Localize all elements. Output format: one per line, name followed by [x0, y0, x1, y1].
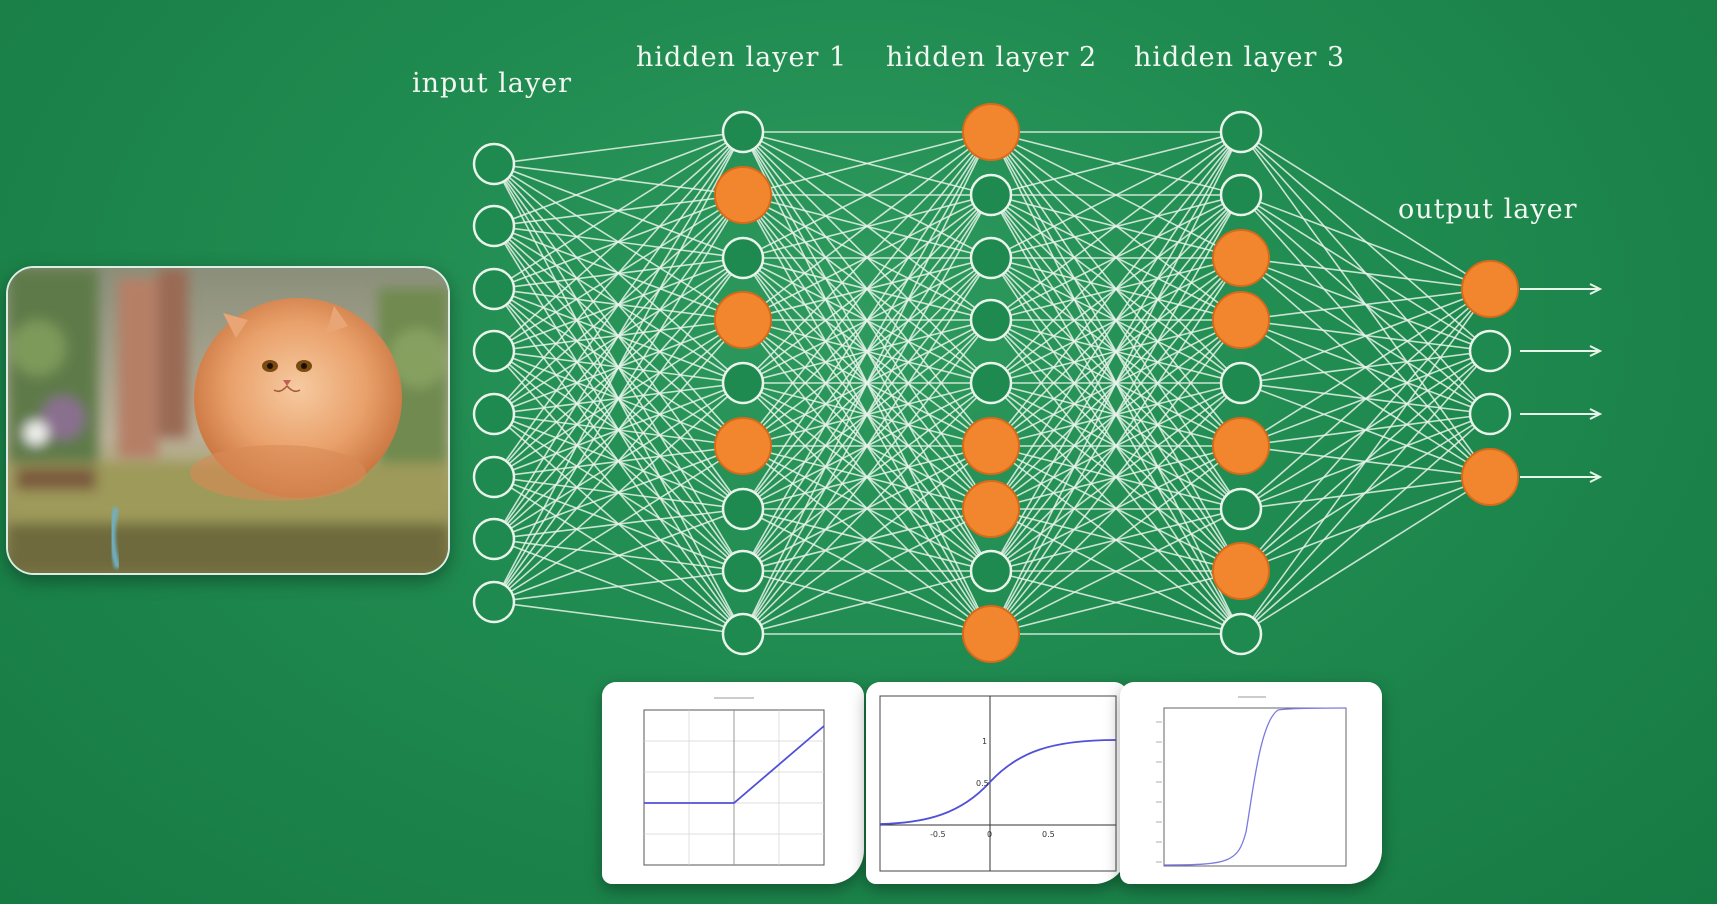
input-node-2 [474, 269, 514, 309]
hidden3-node-7-active [1213, 543, 1269, 599]
hidden3-node-6 [1221, 489, 1261, 529]
input-node-7 [474, 582, 514, 622]
hidden2-node-0-active [963, 104, 1019, 160]
input-node-6 [474, 519, 514, 559]
hidden3-node-4 [1221, 363, 1261, 403]
hidden3-node-5-active [1213, 418, 1269, 474]
hidden3-node-8 [1221, 614, 1261, 654]
output-arrow-2 [1520, 409, 1600, 419]
cat-photo [6, 266, 450, 575]
hidden1-node-4 [723, 363, 763, 403]
hidden2-node-1 [971, 175, 1011, 215]
edge-hidden3-4-to-output-0 [1241, 289, 1490, 383]
edge-hidden3-8-to-output-1 [1241, 351, 1490, 634]
edge-input-7-to-hidden1-2 [494, 258, 743, 602]
edge-hidden3-5-to-output-0 [1241, 289, 1490, 446]
edge-input-7-to-hidden1-5 [494, 446, 743, 602]
relu-plot-card [602, 682, 864, 884]
edge-input-7-to-hidden1-4 [494, 383, 743, 602]
output-arrow-0 [1520, 284, 1600, 294]
hidden2-node-7 [971, 551, 1011, 591]
edge-input-0-to-hidden1-0 [494, 132, 743, 164]
edge-hidden3-6-to-output-0 [1241, 289, 1490, 509]
edge-input-6-to-hidden1-0 [494, 132, 743, 539]
hidden3-node-2-active [1213, 230, 1269, 286]
edge-hidden3-8-to-output-0 [1241, 289, 1490, 634]
edge-input-4-to-hidden1-0 [494, 132, 743, 414]
edge-input-2-to-hidden1-0 [494, 132, 743, 289]
edge-input-3-to-hidden1-0 [494, 132, 743, 351]
network-nodes [474, 104, 1518, 662]
edge-hidden3-0-to-output-0 [1241, 132, 1490, 289]
input-node-0 [474, 144, 514, 184]
hidden1-node-6 [723, 489, 763, 529]
edge-hidden3-1-to-output-0 [1241, 195, 1490, 289]
tanh-curve [880, 740, 1116, 824]
hidden2-node-3 [971, 300, 1011, 340]
hidden3-node-0 [1221, 112, 1261, 152]
input-node-1 [474, 206, 514, 246]
edge-hidden3-3-to-output-0 [1241, 289, 1490, 320]
hidden3-node-3-active [1213, 292, 1269, 348]
tanh-tick-x-pos: 0.5 [1042, 830, 1055, 839]
input-node-4 [474, 394, 514, 434]
sigmoid-curve [1164, 708, 1346, 865]
edge-hidden3-2-to-output-0 [1241, 258, 1490, 289]
edge-hidden3-8-to-output-3 [1241, 477, 1490, 634]
input-node-3 [474, 331, 514, 371]
sigmoid-plot [1120, 682, 1382, 884]
hidden1-node-3-active [715, 292, 771, 348]
output-node-2 [1470, 394, 1510, 434]
edge-input-7-to-hidden1-0 [494, 132, 743, 602]
edge-hidden3-7-to-output-0 [1241, 289, 1490, 571]
tanh-plot: -0.5 0 0.5 1 0.5 [866, 682, 1128, 884]
relu-plot [602, 682, 864, 884]
hidden1-node-7 [723, 551, 763, 591]
hidden1-node-1-active [715, 167, 771, 223]
edge-input-7-to-hidden1-7 [494, 571, 743, 602]
edge-input-7-to-hidden1-8 [494, 602, 743, 634]
hidden1-node-5-active [715, 418, 771, 474]
edge-hidden3-8-to-output-2 [1241, 414, 1490, 634]
output-arrow-3 [1520, 472, 1600, 482]
output-node-0-active [1462, 261, 1518, 317]
hidden1-node-8 [723, 614, 763, 654]
output-arrows [1520, 284, 1600, 482]
cat-illustration [8, 268, 448, 573]
tanh-tick-x-zero: 0 [987, 830, 992, 839]
sigmoid-plot-card [1120, 682, 1382, 884]
hidden2-node-2 [971, 238, 1011, 278]
hidden2-node-5-active [963, 418, 1019, 474]
edge-input-5-to-hidden1-0 [494, 132, 743, 477]
edge-input-1-to-hidden1-0 [494, 132, 743, 226]
hidden3-node-1 [1221, 175, 1261, 215]
tanh-tick-y-one: 1 [982, 737, 987, 746]
hidden2-node-6-active [963, 481, 1019, 537]
output-arrow-1 [1520, 346, 1600, 356]
edge-input-7-to-hidden1-3 [494, 320, 743, 602]
tanh-plot-card: -0.5 0 0.5 1 0.5 [866, 682, 1128, 884]
tanh-tick-y-half: 0.5 [976, 779, 989, 788]
output-node-1 [1470, 331, 1510, 371]
edge-input-7-to-hidden1-1 [494, 195, 743, 602]
output-node-3-active [1462, 449, 1518, 505]
hidden1-node-2 [723, 238, 763, 278]
hidden1-node-0 [723, 112, 763, 152]
tanh-tick-x-neg: -0.5 [930, 830, 946, 839]
hidden2-node-8-active [963, 606, 1019, 662]
hidden2-node-4 [971, 363, 1011, 403]
input-node-5 [474, 457, 514, 497]
